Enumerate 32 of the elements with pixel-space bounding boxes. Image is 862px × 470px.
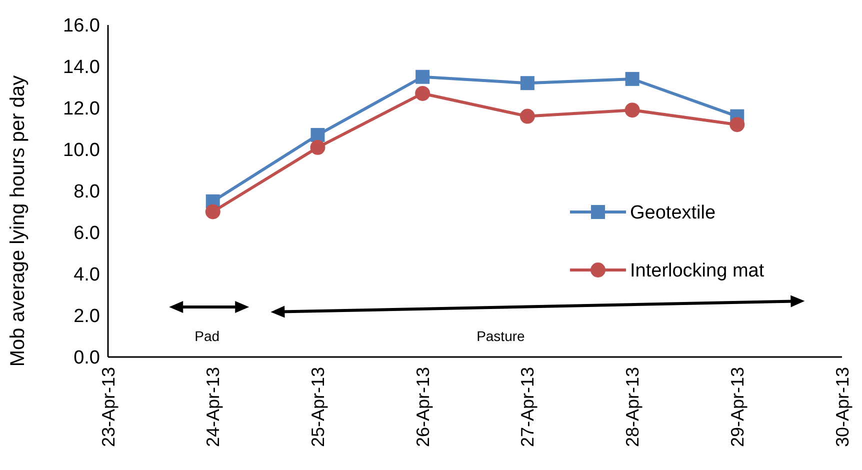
legend-label: Interlocking mat <box>630 260 765 282</box>
legend-label: Geotextile <box>630 202 716 224</box>
point <box>416 70 430 84</box>
y-tick-label: 2.0 <box>74 306 100 328</box>
point <box>625 72 640 86</box>
point <box>415 86 430 101</box>
y-tick-label: 6.0 <box>74 223 100 244</box>
x-tick-label: 23-Apr-13 <box>98 367 118 448</box>
y-tick-label: 10.0 <box>63 140 100 162</box>
point <box>310 128 325 142</box>
point <box>730 117 745 132</box>
y-tick-label: 12.0 <box>63 98 100 120</box>
point <box>624 102 640 118</box>
y-tick-label: 4.0 <box>74 264 100 286</box>
x-tick-label: 30-Apr-13 <box>832 367 852 448</box>
y-tick-label: 16.0 <box>63 16 100 37</box>
x-tick-label: 28-Apr-13 <box>622 367 643 448</box>
point <box>205 204 220 220</box>
annotation: Pad <box>194 328 220 344</box>
point <box>520 108 535 124</box>
x-tick-label: 27-Apr-13 <box>518 367 538 448</box>
y-tick-label: 0.0 <box>74 348 100 369</box>
annotation: Pasture <box>476 328 526 344</box>
point <box>520 76 534 90</box>
y-axis-title: Mob average lying hours per day <box>7 75 29 367</box>
x-tick-label: 26-Apr-13 <box>412 367 433 448</box>
x-tick-label: 29-Apr-13 <box>727 367 748 448</box>
x-tick-label: 24-Apr-13 <box>203 367 224 448</box>
x-tick-label: 25-Apr-13 <box>308 367 328 448</box>
y-tick-label: 8.0 <box>74 182 100 203</box>
y-tick-label: 14.0 <box>63 57 100 78</box>
point <box>310 140 326 155</box>
